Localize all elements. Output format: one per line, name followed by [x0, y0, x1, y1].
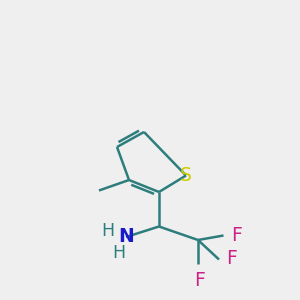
Text: F: F	[194, 272, 205, 290]
Text: H: H	[112, 244, 125, 262]
Text: F: F	[231, 226, 242, 245]
Text: N: N	[118, 227, 134, 247]
Text: F: F	[226, 248, 237, 268]
Text: S: S	[180, 166, 192, 185]
Text: H: H	[101, 222, 115, 240]
